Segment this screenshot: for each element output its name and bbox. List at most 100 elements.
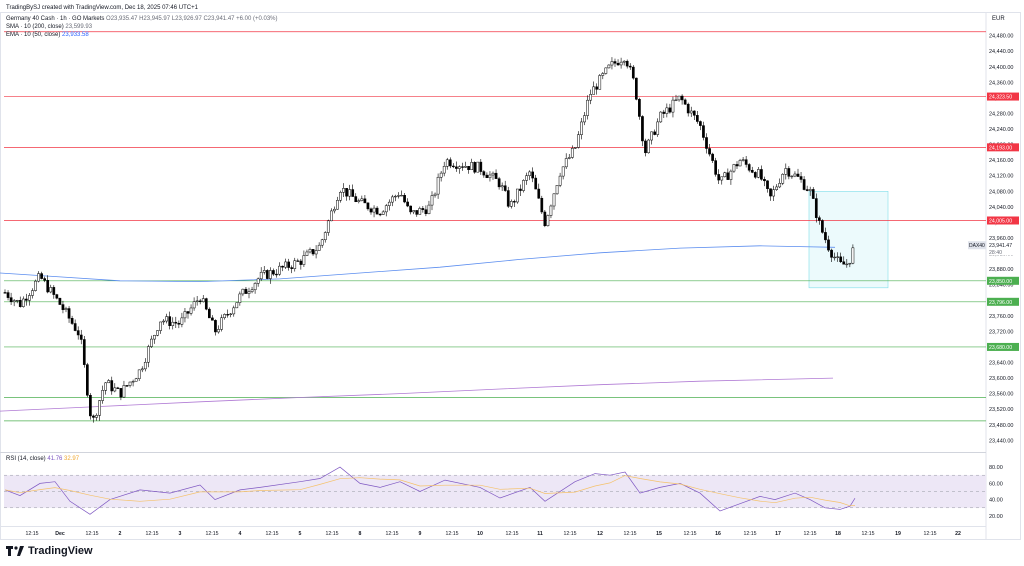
candle-body	[796, 173, 800, 177]
candle-body	[3, 292, 7, 294]
candle-body	[616, 62, 620, 66]
candle-body	[348, 189, 351, 197]
brand-name: TradingView	[28, 545, 93, 557]
candle-body	[452, 165, 455, 168]
candle-body	[534, 177, 538, 190]
candle-body	[269, 270, 272, 279]
candle-body	[705, 137, 708, 149]
candle-body	[784, 168, 788, 175]
candle-body	[406, 201, 409, 207]
candle-body	[577, 134, 580, 148]
candle-body	[680, 95, 684, 101]
y-axis-tick-label: 24,080.00	[989, 189, 1013, 195]
candle-body	[43, 278, 46, 281]
x-axis-tick-label: 2	[119, 531, 122, 537]
candle-body	[531, 171, 534, 179]
candle-body	[442, 166, 446, 174]
candle-body	[67, 308, 71, 319]
rsi-tick-label: 60.00	[989, 481, 1003, 487]
candle-body	[31, 290, 34, 296]
candle-body	[842, 261, 846, 265]
candle-body	[323, 232, 327, 241]
y-axis-tick-label: 24,440.00	[989, 49, 1013, 55]
y-axis-tick-label: 23,600.00	[989, 376, 1013, 382]
rsi-tick-label: 80.00	[989, 465, 1003, 471]
candle-body	[650, 131, 653, 141]
resistance-label: 24,323.50	[989, 95, 1012, 101]
candle-body	[189, 307, 193, 314]
x-axis-tick-label: 12:15	[446, 531, 459, 537]
candle-body	[601, 73, 605, 76]
support-label: 23,680.00	[989, 345, 1012, 351]
candle-body	[814, 198, 818, 218]
candle-body	[311, 249, 315, 255]
candle-body	[522, 180, 525, 191]
x-axis-tick-label: 22	[955, 531, 961, 537]
candle-body	[692, 110, 696, 116]
candle-body	[750, 169, 754, 173]
candle-body	[592, 86, 595, 95]
candle-body	[458, 166, 461, 169]
candle-body	[247, 291, 251, 294]
candle-body	[552, 193, 556, 207]
x-axis-tick-label: 11	[537, 531, 543, 537]
candle-body	[659, 111, 663, 123]
candle-body	[79, 334, 83, 340]
candle-body	[738, 160, 742, 167]
candle-body	[503, 185, 507, 191]
ema-legend[interactable]: EMA · 10 (50, close) 23,933.58	[6, 31, 89, 39]
candle-body	[412, 210, 416, 213]
candle-body	[717, 174, 721, 181]
candle-body	[726, 172, 730, 180]
candle-body	[772, 189, 775, 197]
currency-label: EUR	[992, 16, 1005, 22]
candle-body	[375, 207, 379, 215]
candle-body	[238, 293, 242, 303]
candle-body	[250, 289, 254, 292]
candle-body	[479, 161, 483, 172]
x-axis-tick-label: 12:15	[146, 531, 159, 537]
candle-body	[625, 60, 629, 67]
candle-body	[394, 195, 397, 198]
candle-body	[574, 147, 577, 149]
candle-body	[128, 381, 132, 386]
sma-legend[interactable]: SMA · 10 (200, close) 23,599.93	[6, 23, 92, 31]
y-axis-tick-label: 24,400.00	[989, 65, 1013, 71]
sma-200-line	[0, 245, 836, 283]
candle-body	[220, 317, 223, 330]
candle-body	[208, 308, 211, 319]
candle-body	[595, 86, 599, 90]
y-axis-tick-label: 23,760.00	[989, 314, 1013, 320]
candle-body	[34, 280, 37, 291]
tradingview-logo[interactable]: TradingView	[6, 545, 93, 557]
candle-body	[747, 164, 751, 171]
candle-body	[793, 173, 797, 177]
symbol-title: Germany 40 Cash · 1h · GO Markets	[6, 16, 105, 22]
candle-body	[403, 194, 406, 203]
candle-body	[265, 270, 269, 279]
rsi-legend[interactable]: RSI (14, close) 41.76 32.97	[6, 455, 79, 463]
ohlc-values: O23,935.47 H23,945.97 L23,926.97 C23,941…	[106, 16, 278, 22]
candle-body	[76, 330, 80, 336]
created-line: TradingBySJ created with TradingView.com…	[6, 5, 198, 11]
candle-body	[766, 180, 769, 189]
candle-body	[641, 116, 644, 142]
candle-body	[546, 215, 550, 227]
candle-body	[769, 188, 772, 197]
candle-body	[418, 208, 422, 215]
candle-body	[95, 415, 98, 418]
candle-body	[384, 205, 388, 213]
candle-body	[259, 271, 263, 280]
candle-body	[147, 346, 150, 363]
candle-body	[805, 189, 809, 191]
candle-body	[25, 298, 28, 301]
candle-body	[506, 190, 510, 207]
resistance-label-bg	[987, 143, 1019, 152]
support-label: 23,796.00	[989, 300, 1012, 306]
x-axis-tick-label: 4	[239, 531, 242, 537]
candle-body	[195, 300, 199, 302]
x-axis-tick-label: 12:15	[564, 531, 577, 537]
candle-body	[214, 320, 217, 333]
